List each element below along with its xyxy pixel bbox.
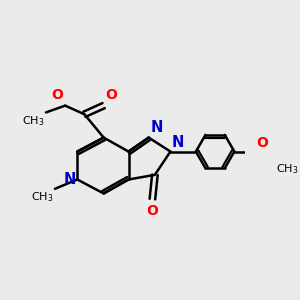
Text: N: N <box>172 135 184 150</box>
Text: CH$_3$: CH$_3$ <box>31 190 53 204</box>
Text: CH$_3$: CH$_3$ <box>276 162 298 176</box>
Text: O: O <box>51 88 63 102</box>
Text: N: N <box>63 172 76 187</box>
Text: O: O <box>257 136 268 150</box>
Text: N: N <box>150 120 163 135</box>
Text: O: O <box>146 204 158 218</box>
Text: O: O <box>105 88 117 102</box>
Text: CH$_3$: CH$_3$ <box>22 114 44 128</box>
